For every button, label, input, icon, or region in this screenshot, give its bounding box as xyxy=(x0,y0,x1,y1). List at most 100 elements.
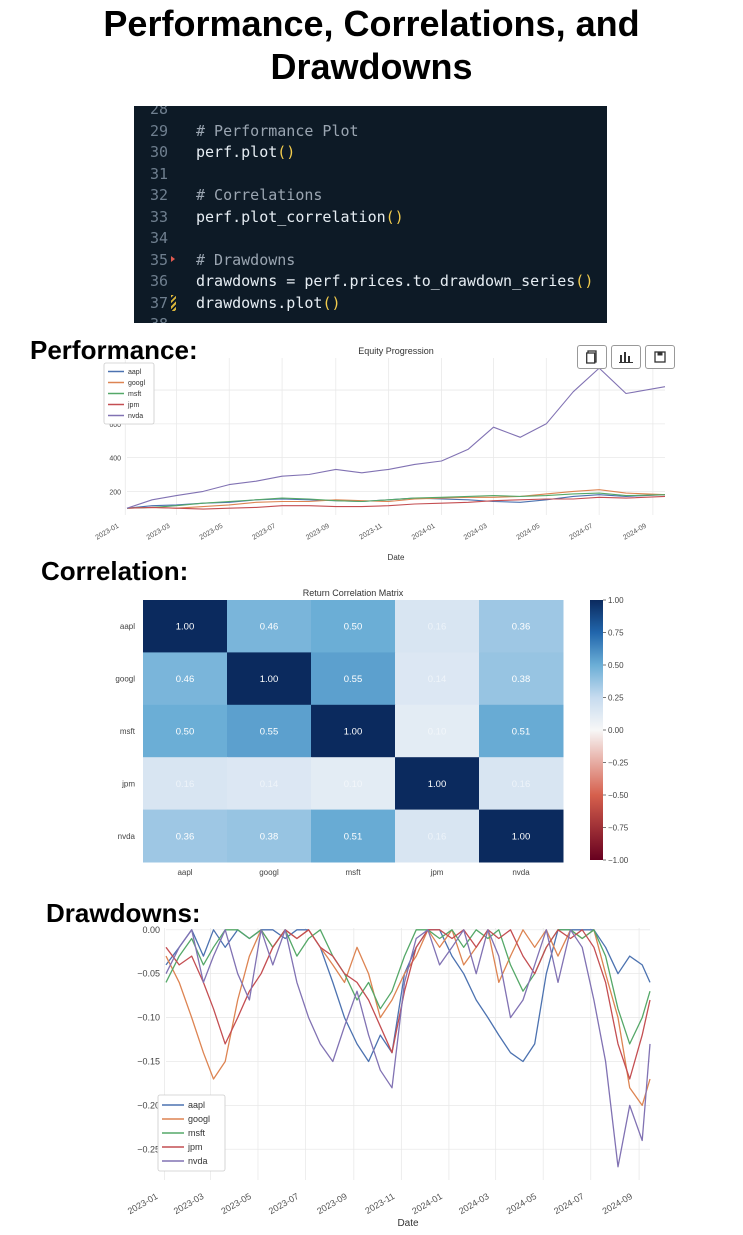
code-line: 30 perf.plot() xyxy=(134,142,607,162)
x-tick-label: 2023-05 xyxy=(198,523,224,542)
cell-label: 0.36 xyxy=(512,622,531,633)
chart-icon xyxy=(619,352,633,363)
x-tick-label: 2023-09 xyxy=(315,1191,349,1216)
equity-chart-svg: Equity Progression2004006008002023-01202… xyxy=(95,346,666,562)
line-number: 37 xyxy=(149,293,168,312)
chart-button[interactable] xyxy=(611,345,641,369)
heatmap-cell xyxy=(395,600,480,653)
code-token: perf.plot xyxy=(196,143,278,161)
correlation-chart: Return Correlation Matrix 1.00 0.46 0.50 0.1… xyxy=(100,582,660,882)
heatmap-cell xyxy=(479,600,564,653)
y-tick-label: −0.10 xyxy=(137,1013,160,1023)
legend-label-jpm: jpm xyxy=(187,1142,203,1152)
cell-label: 0.14 xyxy=(428,674,447,685)
heatmap-cell xyxy=(311,600,396,653)
code-text: # Correlations xyxy=(196,185,322,205)
code-line: 37 drawdowns.plot() xyxy=(134,293,607,313)
row-label: googl xyxy=(115,675,135,684)
line-number: 30 xyxy=(149,143,168,161)
cell-label: 0.16 xyxy=(428,622,447,633)
line-number: 32 xyxy=(149,186,168,204)
cell-label: 0.38 xyxy=(512,674,531,685)
series-line-msft xyxy=(165,929,651,1045)
cell-label: 1.00 xyxy=(512,831,531,842)
x-tick-label: 2023-11 xyxy=(363,1191,396,1216)
legend-label-nvda: nvda xyxy=(128,413,143,420)
cell-label: 0.16 xyxy=(512,779,531,790)
column-label: aapl xyxy=(177,868,192,877)
x-tick-label: 2024-07 xyxy=(568,523,594,542)
cell-label: 0.36 xyxy=(176,831,195,842)
copy-icon xyxy=(586,350,597,364)
save-button[interactable] xyxy=(645,345,675,369)
line-number: 34 xyxy=(149,229,168,247)
heatmap-cell xyxy=(479,809,564,863)
code-text: # Performance Plot xyxy=(196,121,359,141)
series-line-nvda xyxy=(165,929,651,1168)
y-tick-label: −0.20 xyxy=(137,1100,160,1110)
legend-label-msft: msft xyxy=(128,391,141,398)
x-tick-label: 2024-05 xyxy=(516,523,542,542)
cell-label: 0.38 xyxy=(260,831,279,842)
line-number: 28 xyxy=(149,106,168,118)
heatmap-cell xyxy=(311,704,396,758)
code-line: 28 xyxy=(134,106,607,119)
cell-label: 1.00 xyxy=(176,622,195,633)
code-line: 31 xyxy=(134,164,607,184)
colorbar-tick-label: 0.00 xyxy=(608,726,624,735)
cell-label: 0.14 xyxy=(260,779,279,790)
x-tick-label: 2024-01 xyxy=(411,523,437,542)
series-line-jpm xyxy=(126,495,666,510)
series-line-googl xyxy=(126,489,666,509)
y-tick-label: −0.25 xyxy=(137,1144,160,1154)
x-axis-label: Date xyxy=(397,1218,419,1229)
code-parens: () xyxy=(575,272,594,290)
heatmap-cell xyxy=(227,757,312,811)
heatmap-cell xyxy=(395,704,480,758)
modified-line-icon xyxy=(171,294,176,311)
x-tick-label: 2023-07 xyxy=(267,1191,301,1216)
cell-label: 0.50 xyxy=(344,622,363,633)
y-tick-label: 200 xyxy=(109,489,121,496)
code-line: 34 xyxy=(134,228,607,248)
heatmap-cell xyxy=(479,704,564,758)
x-tick-label: 2024-03 xyxy=(457,1191,491,1216)
cell-label: 0.46 xyxy=(176,674,195,685)
series-line-jpm xyxy=(165,929,651,1080)
code-text: drawdowns = perf.prices.to_drawdown_seri… xyxy=(196,271,593,291)
performance-label: Performance: xyxy=(30,335,198,365)
x-tick-label: 2024-07 xyxy=(552,1191,586,1216)
colorbar-tick-label: 0.75 xyxy=(608,629,624,638)
heatmap-cell xyxy=(311,652,396,706)
colorbar xyxy=(590,600,603,860)
copy-button[interactable] xyxy=(577,345,607,369)
legend: aapl googl msft jpm nvda xyxy=(103,362,155,425)
colorbar-tick-label: 0.25 xyxy=(608,694,624,703)
colorbar-tick-label: 0.50 xyxy=(608,661,624,670)
cell-label: 0.55 xyxy=(344,674,363,685)
legend: aapl googl msft jpm nvda xyxy=(157,1094,226,1172)
heatmap-cell xyxy=(395,809,480,863)
code-line: 36 drawdowns = perf.prices.to_drawdown_se… xyxy=(134,271,607,291)
column-label: nvda xyxy=(512,868,530,877)
legend-box xyxy=(157,1094,226,1172)
heatmap-cell xyxy=(227,600,312,653)
heatmap-cell xyxy=(227,704,312,758)
code-text: # Drawdowns xyxy=(196,250,295,270)
legend-label-aapl: aapl xyxy=(188,1100,205,1110)
line-number: 33 xyxy=(149,207,168,226)
heatmap-cell xyxy=(479,652,564,706)
colorbar-tick-label: −1.00 xyxy=(608,856,629,865)
drawdown-chart-svg: 0.00 −0.05 −0.10 −0.15 −0.20 −0.25 2023-01 2023… xyxy=(126,925,651,1229)
colorbar-tick-label: −0.25 xyxy=(608,759,629,768)
line-number: 36 xyxy=(149,272,168,290)
series-line-msft xyxy=(126,492,666,509)
x-tick-label: 2024-01 xyxy=(410,1191,444,1216)
heatmap-cell xyxy=(479,757,564,811)
line-number: 35 xyxy=(149,250,168,269)
heatmap-cell xyxy=(143,600,228,653)
drawdowns-label: Drawdowns: xyxy=(46,898,201,928)
cell-label: 0.16 xyxy=(176,779,195,790)
code-line: 32 # Correlations xyxy=(134,185,607,205)
heatmap-cell xyxy=(395,757,480,811)
